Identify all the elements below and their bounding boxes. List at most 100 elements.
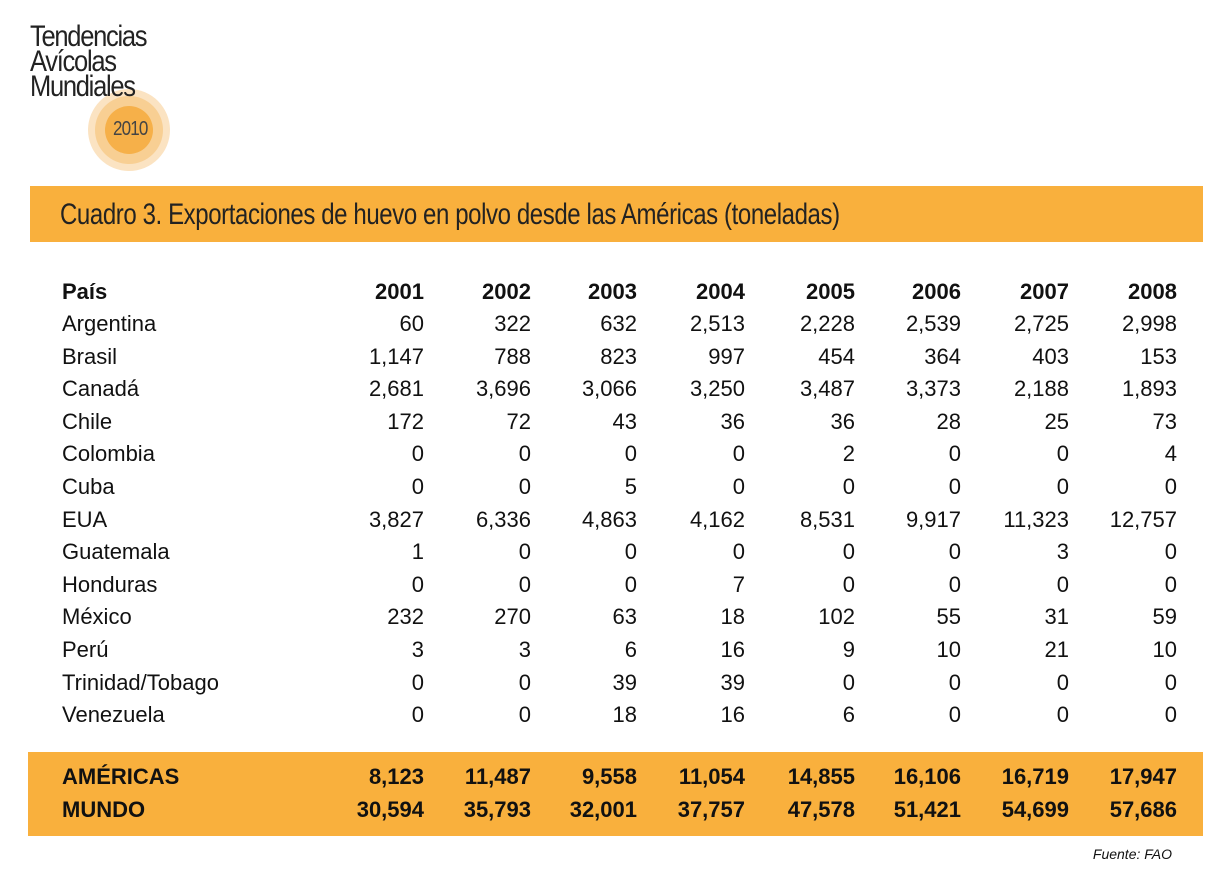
cell-2007: 0 [1056, 474, 1069, 499]
table-row: Canadá 2,681 3,696 3,066 3,250 3,487 3,373 2,18… [62, 373, 1177, 405]
cell-2006: 51,421 [893, 796, 961, 822]
cell-2008: 57,686 [1109, 796, 1177, 822]
cell-2004: 7 [732, 571, 745, 597]
cell-2005: 0 [842, 571, 855, 597]
cell-2002: 35,793 [463, 796, 531, 822]
cell-2002: 0 [518, 539, 531, 565]
cell-2003: 0 [624, 441, 637, 467]
cell-2006: 16,106 [893, 764, 961, 789]
header-row: País 2001 2002 2003 2004 2005 2006 2007 2008 [62, 276, 1177, 308]
cell-2001: 2001 [375, 279, 424, 304]
table-row: Perú 3 3 6 16 9 10 21 10 [62, 634, 1177, 666]
cell-2001: 172 [387, 408, 424, 434]
cell-2006: 2006 [912, 279, 961, 304]
cell-2004: 3,250 [689, 376, 745, 402]
cell-2005: 454 [818, 343, 855, 369]
logo-line-3: Mundiales [30, 70, 136, 103]
cell-2003: 32,001 [569, 796, 637, 822]
cell-2002: 72 [506, 408, 531, 434]
cell-2004: 16 [720, 637, 745, 662]
cell-2005: 6 [842, 702, 855, 728]
table-row: Cuba 0 0 5 0 0 0 0 0 [62, 471, 1177, 503]
cell-2004: 2,513 [689, 311, 745, 336]
cell-2006: 10 [936, 637, 961, 662]
cell-2004: 0 [732, 474, 745, 499]
cell-2008: 73 [1152, 408, 1177, 434]
cell-2008: 2,998 [1121, 311, 1177, 336]
row-label: Venezuela [62, 702, 165, 728]
cell-2006: 55 [936, 604, 961, 630]
row-label: EUA [62, 506, 108, 532]
cell-2006: 2,539 [905, 311, 961, 336]
row-label: Honduras [62, 571, 158, 597]
cell-2005: 2 [842, 441, 855, 467]
cell-2003: 6 [624, 637, 637, 662]
cell-2003: 823 [600, 343, 637, 369]
cell-2003: 63 [612, 604, 637, 630]
cell-2001: 0 [411, 474, 424, 499]
cell-2001: 0 [411, 702, 424, 728]
cell-2005: 2,228 [799, 311, 855, 336]
cell-2007: 11,323 [1003, 506, 1069, 532]
cell-2007: 2007 [1020, 279, 1069, 304]
cell-2003: 2003 [588, 279, 637, 304]
cell-2006: 0 [948, 669, 961, 695]
cell-2008: 153 [1140, 343, 1177, 369]
cell-2002: 3,696 [475, 376, 531, 402]
cell-2007: 0 [1056, 702, 1069, 728]
cell-2005: 3,487 [799, 376, 855, 402]
cell-2001: 1 [411, 539, 424, 565]
cell-2004: 997 [708, 343, 745, 369]
cell-2008: 10 [1152, 637, 1177, 662]
logo-line-1: Tendencias [30, 20, 148, 53]
cell-2001: 3 [411, 637, 424, 662]
cell-2007: 16,719 [1001, 764, 1069, 789]
cell-2002: 0 [518, 474, 531, 499]
table-row: Guatemala 1 0 0 0 0 0 3 0 [62, 536, 1177, 568]
cell-2008: 0 [1164, 474, 1177, 499]
table-title: Cuadro 3. Exportaciones de huevo en polv… [60, 198, 840, 231]
cell-2002: 788 [494, 343, 531, 369]
cell-2005: 0 [842, 669, 855, 695]
cell-2008: 4 [1164, 441, 1177, 467]
cell-2002: 0 [518, 669, 531, 695]
cell-2005: 0 [842, 474, 855, 499]
cell-2002: 3 [518, 637, 531, 662]
cell-2008: 0 [1164, 539, 1177, 565]
row-label: Canadá [62, 376, 140, 402]
cell-2007: 2,725 [1013, 311, 1069, 336]
sun-circle-inner [105, 106, 153, 154]
cell-2001: 60 [399, 311, 424, 336]
table-row: México 232 270 63 18 102 55 31 59 [62, 601, 1177, 633]
cell-2007: 0 [1056, 669, 1069, 695]
table-row: Argentina 60 322 632 2,513 2,228 2,539 2,725 2,9… [62, 308, 1177, 340]
cell-2001: 232 [387, 604, 424, 630]
cell-2008: 0 [1164, 669, 1177, 695]
cell-2002: 6,336 [475, 506, 531, 532]
cell-2006: 0 [948, 539, 961, 565]
cell-2004: 11,054 [678, 764, 745, 789]
totals-row: MUNDO 30,594 35,793 32,001 37,757 47,578 51,42… [62, 794, 1177, 826]
cell-2008: 12,757 [1109, 506, 1177, 532]
cell-2005: 2005 [806, 279, 855, 304]
cell-2003: 9,558 [581, 764, 637, 789]
cell-2004: 37,757 [677, 796, 745, 822]
cell-2004: 0 [732, 539, 745, 565]
row-label: País [62, 279, 108, 304]
cell-2005: 9 [842, 637, 855, 662]
cell-2004: 36 [720, 408, 745, 434]
cell-2003: 632 [600, 311, 637, 336]
cell-2001: 2,681 [368, 376, 424, 402]
cell-2008: 1,893 [1121, 376, 1177, 402]
row-label: Guatemala [62, 539, 170, 565]
cell-2005: 102 [818, 604, 855, 630]
cell-2003: 39 [612, 669, 637, 695]
cell-2007: 25 [1044, 408, 1069, 434]
table-row: Honduras 0 0 0 7 0 0 0 0 [62, 569, 1177, 601]
row-label: Trinidad/Tobago [62, 669, 219, 695]
cell-2003: 43 [612, 408, 637, 434]
row-label: Colombia [62, 441, 155, 467]
cell-2004: 2004 [696, 279, 745, 304]
cell-2002: 0 [518, 441, 531, 467]
table-row: Venezuela 0 0 18 16 6 0 0 0 [62, 699, 1177, 731]
